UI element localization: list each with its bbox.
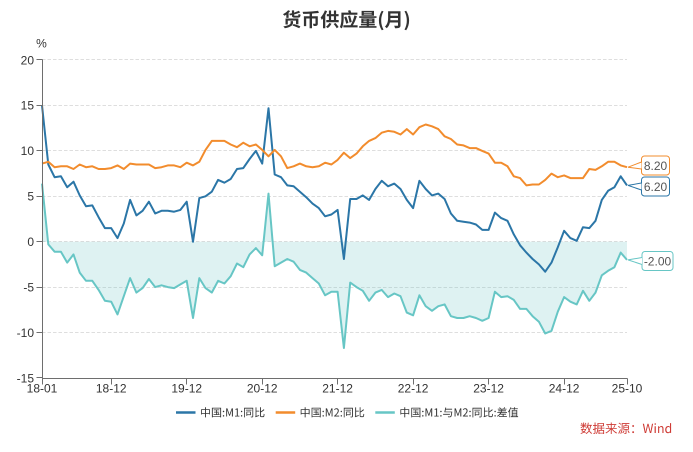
svg-text:-10: -10 — [17, 326, 35, 340]
svg-text:23-12: 23-12 — [473, 382, 504, 396]
svg-text:19-12: 19-12 — [171, 382, 202, 396]
svg-text:0: 0 — [27, 235, 34, 249]
svg-text:-15: -15 — [17, 371, 35, 385]
svg-text:21-12: 21-12 — [322, 382, 353, 396]
svg-text:22-12: 22-12 — [398, 382, 429, 396]
svg-text:25-10: 25-10 — [612, 382, 643, 396]
svg-text:24-12: 24-12 — [549, 382, 580, 396]
svg-text:20-12: 20-12 — [247, 382, 278, 396]
svg-text:-5: -5 — [23, 280, 34, 294]
svg-text:10: 10 — [21, 144, 35, 158]
svg-text:20: 20 — [21, 53, 35, 67]
svg-text:18-12: 18-12 — [96, 382, 127, 396]
svg-text:15: 15 — [21, 99, 35, 113]
svg-text:%: % — [36, 37, 47, 51]
svg-text:18-01: 18-01 — [27, 382, 58, 396]
svg-text:5: 5 — [27, 190, 34, 204]
svg-text:8.20: 8.20 — [644, 159, 668, 173]
svg-text:-2.00: -2.00 — [644, 254, 672, 268]
svg-text:6.20: 6.20 — [644, 180, 668, 194]
